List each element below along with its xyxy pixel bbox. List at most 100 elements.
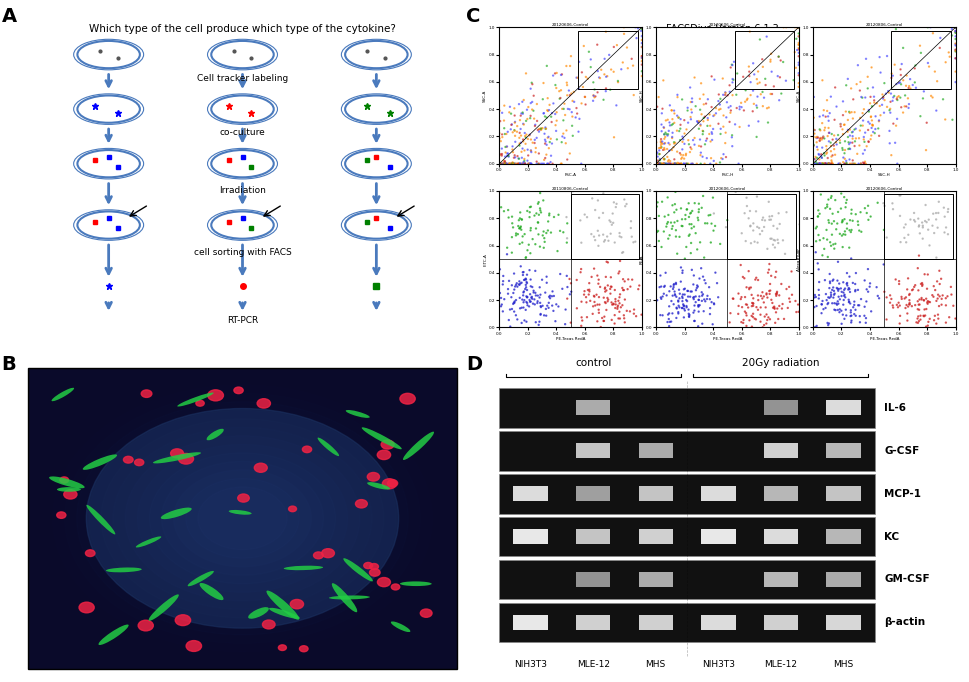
Circle shape (237, 494, 249, 502)
Text: IL-6: IL-6 (884, 403, 905, 413)
Circle shape (173, 470, 311, 567)
Ellipse shape (106, 567, 141, 572)
Circle shape (254, 463, 267, 473)
Text: RT-PCR: RT-PCR (227, 316, 258, 325)
Ellipse shape (51, 388, 74, 401)
Text: G-CSF: G-CSF (884, 446, 919, 456)
Bar (576, 529, 610, 544)
Circle shape (207, 390, 223, 401)
Ellipse shape (57, 487, 80, 492)
Bar (763, 615, 797, 630)
Bar (638, 572, 672, 587)
Ellipse shape (345, 95, 407, 123)
Text: NIH3T3: NIH3T3 (701, 660, 735, 669)
Bar (499, 388, 874, 428)
Bar (826, 615, 860, 630)
Circle shape (171, 449, 183, 458)
Bar (763, 529, 797, 544)
Bar (513, 615, 547, 630)
Bar (826, 529, 860, 544)
Text: GM-CSF: GM-CSF (884, 574, 929, 584)
Bar (499, 431, 874, 471)
Text: D: D (465, 355, 482, 374)
Text: control: control (575, 358, 610, 368)
Bar (499, 474, 874, 514)
Circle shape (85, 550, 95, 557)
Circle shape (149, 453, 335, 584)
Bar (499, 560, 874, 599)
Bar (576, 486, 610, 501)
Circle shape (377, 578, 391, 587)
Circle shape (278, 644, 286, 651)
Circle shape (369, 563, 378, 569)
Ellipse shape (177, 393, 213, 406)
Circle shape (322, 548, 334, 558)
Bar (513, 486, 547, 501)
Text: Irradiation: Irradiation (219, 186, 266, 196)
Ellipse shape (49, 477, 84, 488)
Circle shape (381, 440, 393, 449)
Bar (576, 615, 610, 630)
Ellipse shape (211, 41, 273, 68)
Bar (826, 572, 860, 587)
Bar (826, 486, 860, 501)
Ellipse shape (148, 595, 178, 621)
Ellipse shape (78, 211, 140, 239)
Circle shape (141, 390, 152, 398)
Circle shape (382, 479, 396, 489)
Ellipse shape (391, 621, 410, 632)
Circle shape (387, 479, 397, 487)
Ellipse shape (136, 536, 161, 548)
Ellipse shape (317, 438, 339, 456)
Text: FACSDiva Version 6.1.3: FACSDiva Version 6.1.3 (666, 24, 778, 34)
Circle shape (56, 512, 66, 518)
Ellipse shape (82, 454, 117, 470)
Text: β-actin: β-actin (884, 617, 924, 627)
Bar (763, 400, 797, 415)
Ellipse shape (86, 505, 115, 535)
Ellipse shape (399, 581, 431, 586)
Circle shape (391, 584, 399, 590)
Bar (576, 572, 610, 587)
Bar (701, 615, 735, 630)
Ellipse shape (266, 591, 298, 620)
Circle shape (369, 569, 380, 576)
Circle shape (78, 602, 94, 613)
Bar (763, 486, 797, 501)
Ellipse shape (78, 41, 140, 68)
Ellipse shape (402, 432, 433, 460)
Circle shape (313, 552, 323, 559)
Ellipse shape (200, 583, 223, 600)
Circle shape (60, 477, 69, 483)
Circle shape (234, 387, 243, 394)
Ellipse shape (345, 410, 369, 418)
Bar (763, 443, 797, 458)
Circle shape (135, 459, 143, 466)
Circle shape (299, 646, 308, 652)
Bar (499, 517, 874, 557)
Text: MHS: MHS (645, 660, 665, 669)
Ellipse shape (366, 482, 390, 490)
Text: MCP-1: MCP-1 (884, 489, 921, 499)
Ellipse shape (361, 428, 401, 449)
Circle shape (367, 473, 379, 481)
Ellipse shape (268, 608, 299, 619)
Bar (638, 443, 672, 458)
Circle shape (257, 399, 270, 408)
Ellipse shape (78, 95, 140, 123)
Bar (499, 602, 874, 642)
Circle shape (198, 487, 287, 550)
Circle shape (178, 454, 194, 464)
Circle shape (186, 479, 298, 558)
Ellipse shape (284, 565, 323, 570)
Ellipse shape (229, 510, 251, 515)
Text: MLE-12: MLE-12 (576, 660, 609, 669)
Circle shape (290, 599, 303, 609)
Circle shape (263, 620, 275, 629)
Circle shape (138, 620, 153, 631)
Ellipse shape (153, 452, 201, 463)
Circle shape (123, 456, 133, 463)
Text: MHS: MHS (832, 660, 853, 669)
Bar (638, 615, 672, 630)
Text: C: C (465, 7, 480, 26)
